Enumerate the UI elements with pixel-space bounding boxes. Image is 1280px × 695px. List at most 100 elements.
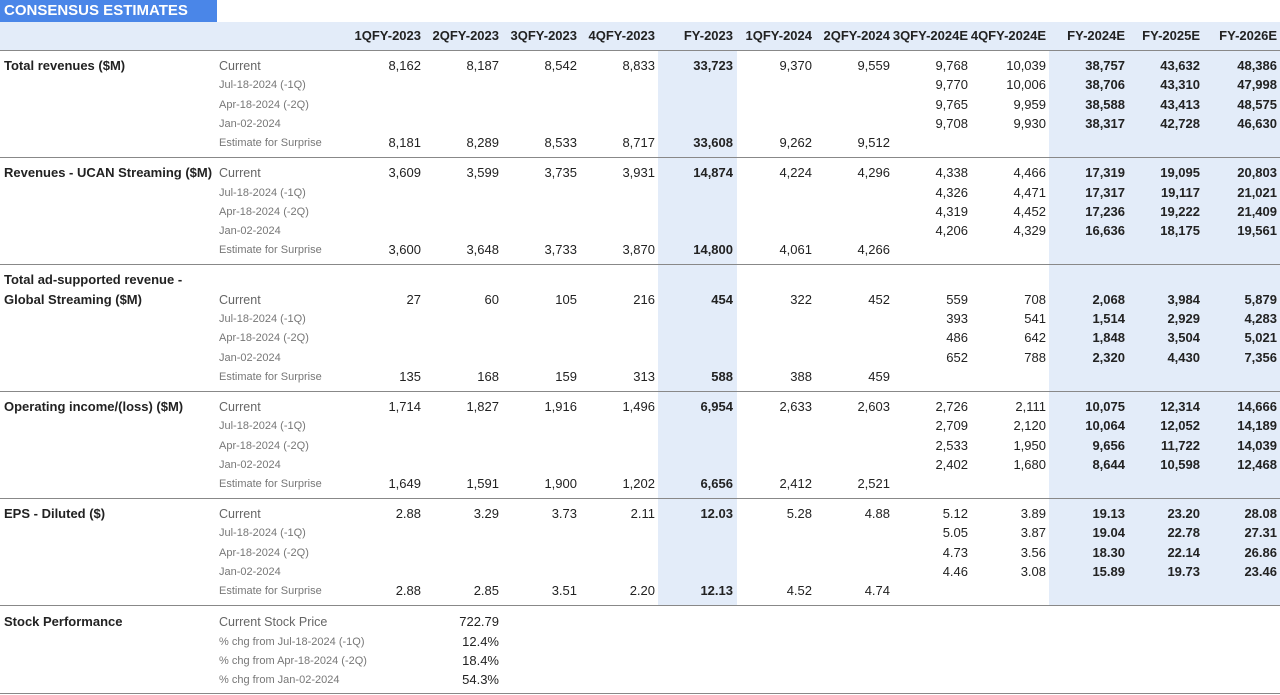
cell-value: 4.52: [786, 583, 812, 599]
row-label: Current: [219, 399, 261, 414]
cell-value: 3.29: [473, 506, 499, 522]
header-line: [0, 50, 1280, 51]
cell-value: 8,833: [622, 58, 655, 73]
cell-value: 9,765: [935, 96, 968, 112]
cell-value: 14,039: [1237, 437, 1277, 453]
cell-value: 6,954: [700, 398, 733, 414]
cell-value: 5.28: [786, 506, 812, 522]
cell-value: 2.85: [473, 583, 499, 599]
cell-value: 9,708: [935, 115, 968, 131]
cell-value: 1,916: [544, 398, 577, 414]
row-label: Estimate for Surprise: [219, 478, 322, 491]
cell-value: 15.89: [1092, 564, 1125, 579]
cell-value: 4,452: [1013, 203, 1046, 219]
cell-value: 11,722: [1160, 437, 1200, 453]
cell-value: 1,649: [388, 476, 421, 492]
cell-value: 4,296: [857, 165, 890, 181]
row-label: Apr-18-2024 (-2Q): [219, 546, 309, 559]
row-label: Jul-18-2024 (-1Q): [219, 313, 306, 325]
cell-value: 4,471: [1013, 184, 1046, 200]
row-label: Jan-02-2024: [219, 117, 281, 130]
cell-value: 18.30: [1092, 544, 1125, 560]
cell-value: 7,356: [1244, 349, 1277, 365]
cell-value: 168: [477, 368, 499, 384]
cell-value: 10,075: [1085, 398, 1125, 414]
cell-value: 33,723: [693, 58, 733, 73]
cell-value: 17,317: [1085, 184, 1125, 200]
column-header: 3QFY-2023: [510, 28, 578, 43]
cell-value: 588: [711, 368, 733, 384]
cell-value: 8,162: [388, 58, 421, 73]
cell-value: 105: [555, 291, 577, 307]
cell-value: 10,598: [1160, 456, 1200, 472]
column-header: FY-2023: [683, 28, 733, 43]
column-header: 1QFY-2023: [354, 28, 422, 43]
cell-value: 313: [633, 368, 655, 384]
cell-value: 16,636: [1085, 223, 1125, 239]
cell-value: 2,521: [857, 476, 890, 492]
cell-value: 48,386: [1237, 58, 1277, 73]
column-header: 4QFY-2024E: [970, 28, 1046, 43]
cell-value: 27: [406, 291, 421, 307]
cell-value: 2,603: [857, 398, 890, 414]
cell-value: 20,803: [1237, 165, 1277, 181]
cell-value: 43,413: [1160, 96, 1200, 112]
cell-value: 6,656: [700, 476, 733, 492]
section-divider: [0, 498, 1280, 500]
section-label: Total ad-supported revenue -: [4, 272, 183, 288]
cell-value: 12,314: [1160, 398, 1200, 414]
cell-value: 12.4%: [462, 633, 499, 649]
cell-value: 43,310: [1160, 77, 1200, 93]
cell-value: 454: [711, 291, 733, 307]
cell-value: 4,283: [1244, 311, 1277, 326]
section-label: Global Streaming ($M): [4, 291, 142, 307]
cell-value: 19.73: [1167, 564, 1200, 579]
cell-value: 2.88: [395, 506, 421, 522]
cell-value: 8,542: [544, 58, 577, 73]
cell-value: 486: [946, 330, 968, 346]
row-label: % chg from Apr-18-2024 (-2Q): [219, 654, 367, 667]
cell-value: 1,202: [622, 476, 655, 492]
cell-value: 4,329: [1013, 223, 1046, 239]
row-label: Estimate for Surprise: [219, 244, 322, 257]
cell-value: 4.73: [942, 544, 968, 560]
cell-value: 1,827: [466, 398, 499, 414]
cell-value: 3,733: [544, 242, 577, 258]
row-label: Jan-02-2024: [219, 566, 281, 578]
cell-value: 4,466: [1013, 165, 1046, 181]
cell-value: 1,714: [388, 398, 421, 414]
cell-value: 8,644: [1092, 456, 1125, 472]
cell-value: 9,959: [1013, 96, 1046, 112]
cell-value: 4,206: [935, 223, 968, 239]
row-label: Apr-18-2024 (-2Q): [219, 98, 309, 111]
cell-value: 38,588: [1085, 96, 1125, 112]
cell-value: 2,709: [935, 418, 968, 434]
cell-value: 4,266: [857, 242, 890, 258]
cell-value: 4.88: [864, 506, 890, 522]
cell-value: 21,409: [1237, 203, 1277, 219]
fy-shade: [658, 50, 737, 606]
cell-value: 1,496: [622, 398, 655, 414]
row-label: Jan-02-2024: [219, 458, 281, 471]
row-label: Apr-18-2024 (-2Q): [219, 332, 309, 345]
row-label: Estimate for Surprise: [219, 585, 322, 598]
cell-value: 12,468: [1237, 456, 1277, 472]
cell-value: 3.89: [1020, 506, 1046, 522]
cell-value: 10,064: [1085, 418, 1125, 434]
section-divider: [0, 390, 1280, 392]
row-label: % chg from Jan-02-2024: [219, 674, 340, 687]
cell-value: 4,338: [935, 165, 968, 181]
cell-value: 1,591: [466, 476, 499, 492]
cell-value: 3,648: [466, 242, 499, 258]
cell-value: 459: [868, 368, 890, 384]
cell-value: 159: [555, 368, 577, 384]
column-header: 1QFY-2024: [745, 28, 813, 43]
cell-value: 4,326: [935, 184, 968, 200]
cell-value: 2,633: [779, 398, 812, 414]
cell-value: 3,600: [388, 242, 421, 258]
cell-value: 2,320: [1092, 349, 1125, 365]
cell-value: 652: [946, 349, 968, 365]
cell-value: 3,609: [388, 165, 421, 181]
cell-value: 42,728: [1160, 115, 1200, 131]
